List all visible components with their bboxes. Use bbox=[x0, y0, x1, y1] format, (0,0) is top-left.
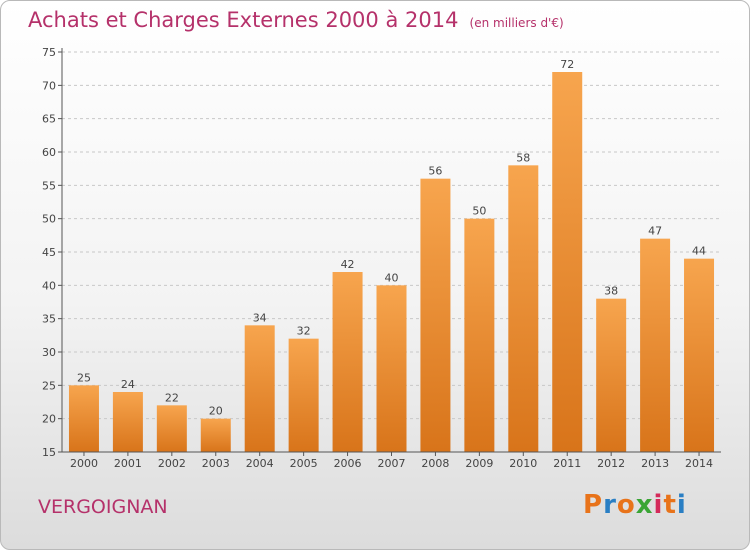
bar bbox=[156, 405, 187, 452]
y-tick-label: 20 bbox=[42, 413, 56, 426]
x-tick-label: 2003 bbox=[202, 457, 230, 470]
data-label: 38 bbox=[604, 285, 618, 298]
data-label: 24 bbox=[121, 378, 135, 391]
data-label: 72 bbox=[560, 58, 574, 71]
y-tick-label: 35 bbox=[42, 313, 56, 326]
x-tick-label: 2008 bbox=[421, 457, 449, 470]
y-tick-label: 60 bbox=[42, 146, 56, 159]
data-label: 47 bbox=[648, 225, 662, 238]
y-tick-label: 65 bbox=[42, 113, 56, 126]
x-tick-label: 2002 bbox=[158, 457, 186, 470]
x-tick-label: 2014 bbox=[685, 457, 713, 470]
x-tick-label: 2009 bbox=[465, 457, 493, 470]
chart-subtitle: (en milliers d'€) bbox=[469, 16, 564, 30]
y-tick-label: 50 bbox=[42, 213, 56, 226]
bar bbox=[244, 325, 275, 452]
y-tick-label: 70 bbox=[42, 79, 56, 92]
bar bbox=[420, 178, 451, 452]
title-row: Achats et Charges Externes 2000 à 2014 (… bbox=[28, 8, 564, 32]
data-label: 42 bbox=[341, 258, 355, 271]
data-label: 32 bbox=[297, 325, 311, 338]
data-label: 58 bbox=[516, 151, 530, 164]
data-label: 44 bbox=[692, 245, 706, 258]
y-tick-label: 30 bbox=[42, 346, 56, 359]
y-tick-label: 75 bbox=[42, 46, 56, 59]
y-tick-label: 55 bbox=[42, 179, 56, 192]
y-tick-label: 15 bbox=[42, 446, 56, 459]
bar bbox=[376, 285, 407, 452]
commune-name: VERGOIGNAN bbox=[38, 496, 168, 518]
bar bbox=[640, 238, 671, 452]
logo-letter: P bbox=[583, 490, 604, 520]
bar bbox=[552, 72, 583, 452]
x-tick-label: 2013 bbox=[641, 457, 669, 470]
bar bbox=[200, 418, 231, 452]
bar bbox=[684, 258, 715, 452]
x-tick-label: 2012 bbox=[597, 457, 625, 470]
y-tick-label: 25 bbox=[42, 379, 56, 392]
x-tick-label: 2011 bbox=[553, 457, 581, 470]
logo-letter: o bbox=[616, 490, 636, 520]
x-tick-label: 2001 bbox=[114, 457, 142, 470]
data-label: 56 bbox=[428, 165, 442, 178]
logo-letter: t bbox=[663, 490, 677, 520]
bar bbox=[68, 385, 99, 452]
logo-letter: i bbox=[676, 490, 687, 520]
bar bbox=[288, 338, 319, 452]
chart-title: Achats et Charges Externes 2000 à 2014 bbox=[28, 8, 459, 32]
bar bbox=[112, 392, 143, 452]
bar bbox=[508, 165, 539, 453]
x-tick-label: 2005 bbox=[290, 457, 318, 470]
x-tick-label: 2004 bbox=[246, 457, 274, 470]
x-tick-label: 2006 bbox=[334, 457, 362, 470]
data-label: 20 bbox=[209, 405, 223, 418]
proxiti-logo: Proxiti bbox=[583, 490, 687, 520]
x-tick-label: 2007 bbox=[378, 457, 406, 470]
y-tick-label: 45 bbox=[42, 246, 56, 259]
bar bbox=[596, 298, 627, 452]
data-label: 34 bbox=[253, 311, 267, 324]
logo-letter: r bbox=[603, 490, 617, 520]
bar bbox=[332, 272, 363, 452]
bar bbox=[464, 218, 495, 452]
x-tick-label: 2010 bbox=[509, 457, 537, 470]
data-label: 25 bbox=[77, 371, 91, 384]
logo-letter: i bbox=[653, 490, 664, 520]
data-label: 22 bbox=[165, 391, 179, 404]
data-label: 40 bbox=[385, 271, 399, 284]
data-label: 50 bbox=[472, 205, 486, 218]
y-tick-label: 40 bbox=[42, 279, 56, 292]
x-tick-label: 2000 bbox=[70, 457, 98, 470]
logo-letter: x bbox=[635, 490, 654, 520]
